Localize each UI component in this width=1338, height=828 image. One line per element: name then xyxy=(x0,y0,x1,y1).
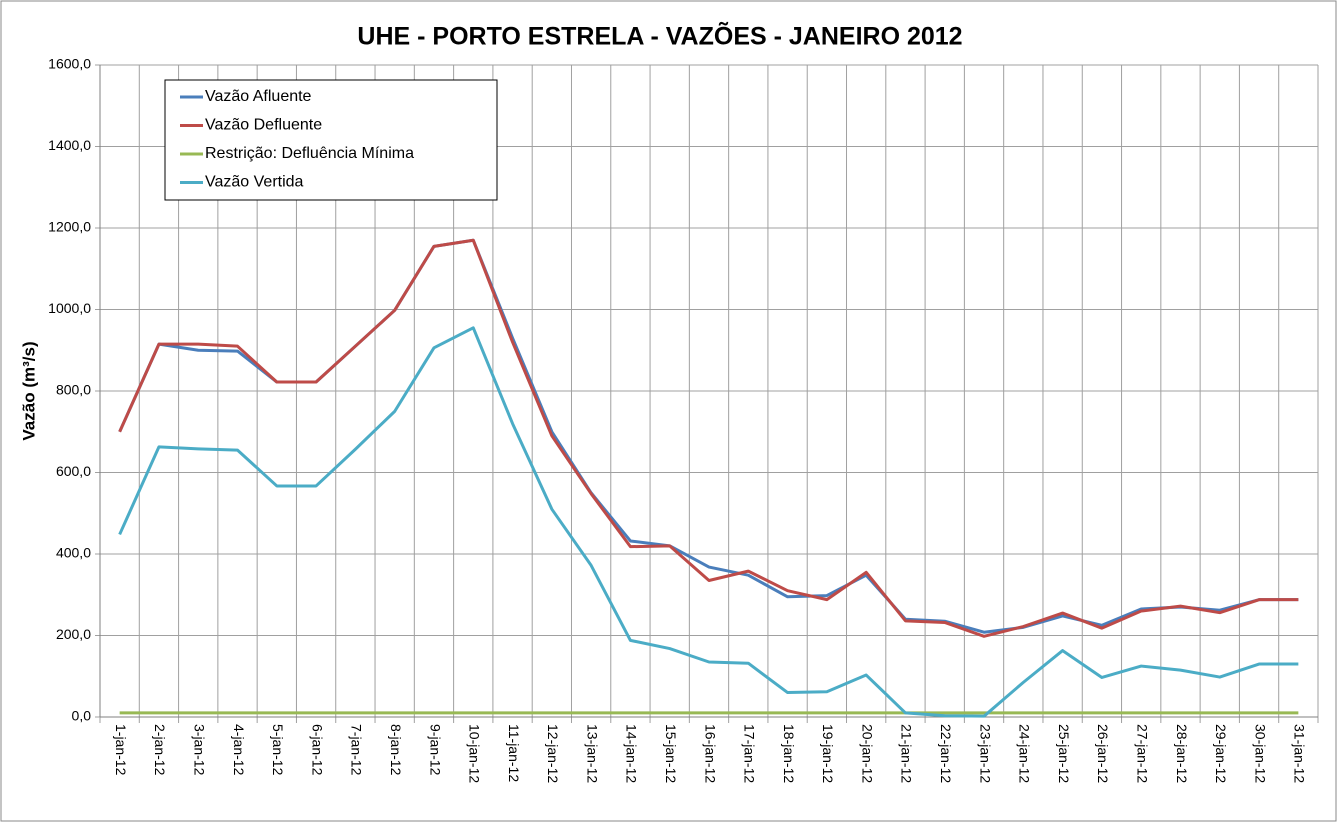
y-tick-label: 1400,0 xyxy=(48,137,91,153)
y-tick-label: 200,0 xyxy=(56,626,91,642)
x-tick-label: 9-jan-12 xyxy=(427,724,443,776)
x-tick-label: 15-jan-12 xyxy=(663,724,679,783)
x-tick-label: 31-jan-12 xyxy=(1292,724,1308,783)
legend-label: Vazão Afluente xyxy=(205,88,312,105)
x-tick-label: 7-jan-12 xyxy=(349,724,365,776)
x-tick-label: 1-jan-12 xyxy=(113,724,129,776)
y-tick-label: 600,0 xyxy=(56,463,91,479)
x-tick-label: 23-jan-12 xyxy=(977,724,993,783)
x-tick-label: 19-jan-12 xyxy=(820,724,836,783)
x-tick-label: 27-jan-12 xyxy=(1134,724,1150,783)
legend-label: Vazão Defluente xyxy=(205,117,322,134)
x-tick-label: 10-jan-12 xyxy=(467,724,483,783)
x-tick-label: 3-jan-12 xyxy=(192,724,208,776)
x-tick-label: 25-jan-12 xyxy=(1056,724,1072,783)
x-tick-label: 24-jan-12 xyxy=(1017,724,1033,783)
y-tick-label: 400,0 xyxy=(56,545,91,561)
legend-label: Restrição: Defluência Mínima xyxy=(205,145,414,162)
x-tick-label: 12-jan-12 xyxy=(545,724,561,783)
legend-label: Vazão Vertida xyxy=(205,174,304,191)
x-tick-label: 18-jan-12 xyxy=(781,724,797,783)
x-tick-label: 22-jan-12 xyxy=(938,724,954,783)
x-tick-label: 21-jan-12 xyxy=(899,724,915,783)
x-tick-label: 5-jan-12 xyxy=(270,724,286,776)
x-tick-label: 4-jan-12 xyxy=(231,724,247,776)
x-tick-label: 29-jan-12 xyxy=(1213,724,1229,783)
x-tick-label: 17-jan-12 xyxy=(742,724,758,783)
series-line xyxy=(118,238,1299,638)
x-tick-label: 16-jan-12 xyxy=(702,724,718,783)
x-tick-label: 28-jan-12 xyxy=(1174,724,1190,783)
legend-box xyxy=(164,79,498,201)
y-tick-label: 0,0 xyxy=(72,708,92,724)
y-tick-label: 1600,0 xyxy=(48,56,91,72)
x-tick-label: 11-jan-12 xyxy=(506,724,522,782)
x-tick-label: 13-jan-12 xyxy=(584,724,600,783)
x-tick-label: 6-jan-12 xyxy=(309,724,325,776)
y-axis-label: Vazão (m³/s) xyxy=(19,341,38,440)
y-tick-label: 1000,0 xyxy=(48,300,91,316)
series-line xyxy=(118,326,1299,718)
chart-title: UHE - PORTO ESTRELA - VAZÕES - JANEIRO 2… xyxy=(357,21,962,51)
y-tick-label: 1200,0 xyxy=(48,219,91,235)
x-tick-label: 8-jan-12 xyxy=(388,724,404,776)
y-tick-label: 800,0 xyxy=(56,382,91,398)
x-tick-label: 30-jan-12 xyxy=(1252,724,1268,783)
x-tick-label: 2-jan-12 xyxy=(152,724,168,776)
x-tick-label: 14-jan-12 xyxy=(624,724,640,783)
x-tick-label: 20-jan-12 xyxy=(859,724,875,783)
x-tick-label: 26-jan-12 xyxy=(1095,724,1111,783)
